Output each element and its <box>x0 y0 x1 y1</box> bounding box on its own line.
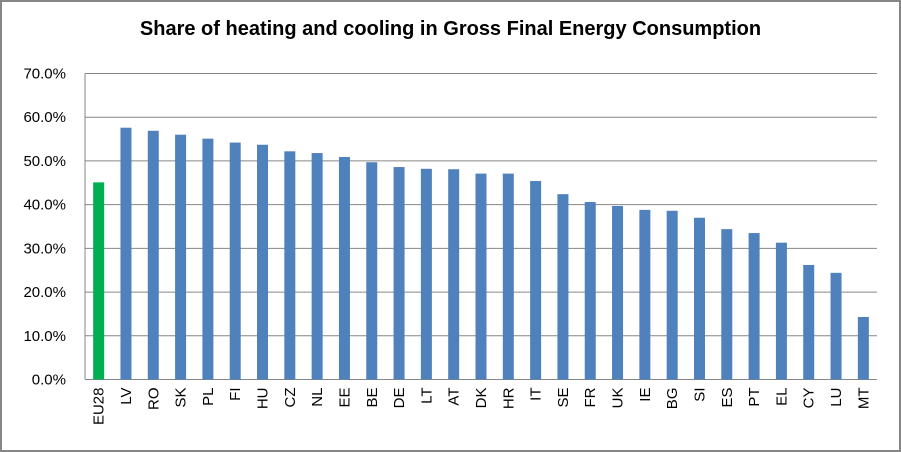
y-tick-label: 50.0% <box>23 153 66 170</box>
x-tick-label: LT <box>418 388 435 404</box>
bar-fr <box>584 202 596 380</box>
bar-mt <box>857 316 869 380</box>
bar-it <box>530 181 542 380</box>
x-tick-label: LU <box>828 388 845 407</box>
bar-be <box>366 162 378 380</box>
bar-si <box>693 217 705 380</box>
x-tick-label: HR <box>500 387 517 409</box>
bar-eu28 <box>93 182 105 380</box>
x-tick-label: CY <box>801 388 818 409</box>
bar-uk <box>612 205 624 380</box>
x-tick-label: LV <box>118 388 135 405</box>
bar-hu <box>257 144 269 380</box>
bar-hr <box>502 173 514 380</box>
bar-lt <box>420 168 432 380</box>
y-tick-label: 30.0% <box>23 240 66 257</box>
x-tick-label: FI <box>227 388 244 401</box>
x-tick-label: MT <box>855 388 872 410</box>
x-tick-label: EU28 <box>91 388 108 426</box>
x-tick-label: DE <box>391 388 408 409</box>
bar-ie <box>639 209 651 380</box>
bar-sk <box>175 134 187 380</box>
bar-dk <box>475 173 487 380</box>
bar-el <box>775 242 787 380</box>
x-tick-label: RO <box>145 388 162 411</box>
x-tick-label: IE <box>637 388 654 402</box>
x-tick-label: DK <box>473 388 490 409</box>
bar-de <box>393 167 405 380</box>
bar-at <box>448 169 460 380</box>
x-tick-label: HU <box>255 388 272 410</box>
x-tick-label: EL <box>773 388 790 406</box>
x-tick-label: CZ <box>282 388 299 408</box>
x-tick-label: EE <box>336 388 353 408</box>
bar-ro <box>147 130 159 380</box>
y-tick-label: 40.0% <box>23 197 66 214</box>
x-tick-label: SE <box>555 388 572 408</box>
x-tick-label: BE <box>364 388 381 408</box>
bar-bg <box>666 210 678 380</box>
x-tick-label: PL <box>200 388 217 406</box>
y-tick-label: 60.0% <box>23 109 66 126</box>
bar-es <box>721 229 733 380</box>
bar-lv <box>120 127 132 380</box>
x-tick-label: SK <box>173 388 190 408</box>
chart-title: Share of heating and cooling in Gross Fi… <box>139 18 762 40</box>
bar-pl <box>202 138 214 380</box>
x-tick-label: NL <box>309 388 326 407</box>
y-tick-label: 10.0% <box>23 328 66 345</box>
x-tick-label: BG <box>664 388 681 410</box>
bar-pt <box>748 233 760 380</box>
bar-lu <box>830 272 842 380</box>
bar-fi <box>229 142 241 380</box>
x-tick-label: FR <box>582 387 599 407</box>
bar-ee <box>338 156 350 380</box>
bar-nl <box>311 153 323 380</box>
x-tick-label: ES <box>719 388 736 408</box>
x-tick-label: SI <box>691 388 708 402</box>
x-tick-label: IT <box>528 388 545 401</box>
bar-se <box>557 194 569 380</box>
y-tick-label: 70.0% <box>23 66 66 83</box>
y-tick-label: 20.0% <box>23 284 66 301</box>
bar-cz <box>284 151 296 380</box>
bar-cy <box>803 264 815 380</box>
x-tick-label: AT <box>446 388 463 406</box>
y-tick-label: 0.0% <box>32 372 66 389</box>
x-tick-label: PT <box>746 388 763 407</box>
x-tick-label: UK <box>610 388 627 409</box>
